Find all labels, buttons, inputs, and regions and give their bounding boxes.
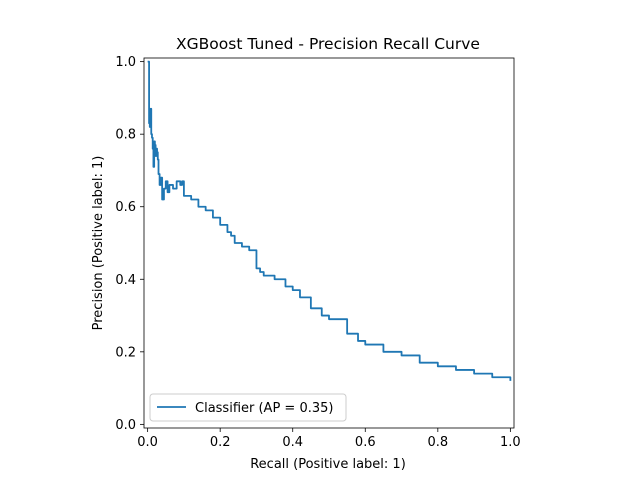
chart-title: XGBoost Tuned - Precision Recall Curve (176, 35, 480, 53)
y-tick-label: 0.6 (115, 200, 136, 215)
y-axis-label: Precision (Positive label: 1) (91, 156, 106, 331)
y-tick-label: 1.0 (115, 55, 136, 70)
legend: Classifier (AP = 0.35) (149, 393, 347, 422)
plot-frame (143, 57, 515, 429)
x-tick-label: 0.6 (355, 435, 376, 450)
legend-label: Classifier (AP = 0.35) (195, 401, 333, 416)
pr-curve-line (147, 60, 512, 381)
y-tick-label: 0.8 (115, 128, 136, 143)
x-tick-label: 1.0 (500, 435, 521, 450)
x-tick-label: 0.0 (137, 435, 158, 450)
plot-area (143, 57, 515, 429)
x-axis: 0.0 0.2 0.4 0.6 0.8 1.0 (137, 428, 521, 450)
x-axis-label: Recall (Positive label: 1) (250, 457, 406, 472)
y-tick-label: 0.4 (115, 273, 136, 288)
x-tick-label: 0.4 (282, 435, 303, 450)
legend-box (149, 393, 347, 422)
series-layer (147, 60, 512, 381)
x-tick-label: 0.8 (427, 435, 448, 450)
y-axis: 0.0 0.2 0.4 0.6 0.8 1.0 (115, 55, 144, 433)
y-tick-label: 0.0 (115, 418, 136, 433)
y-tick-label: 0.2 (115, 345, 136, 360)
x-tick-label: 0.2 (210, 435, 231, 450)
